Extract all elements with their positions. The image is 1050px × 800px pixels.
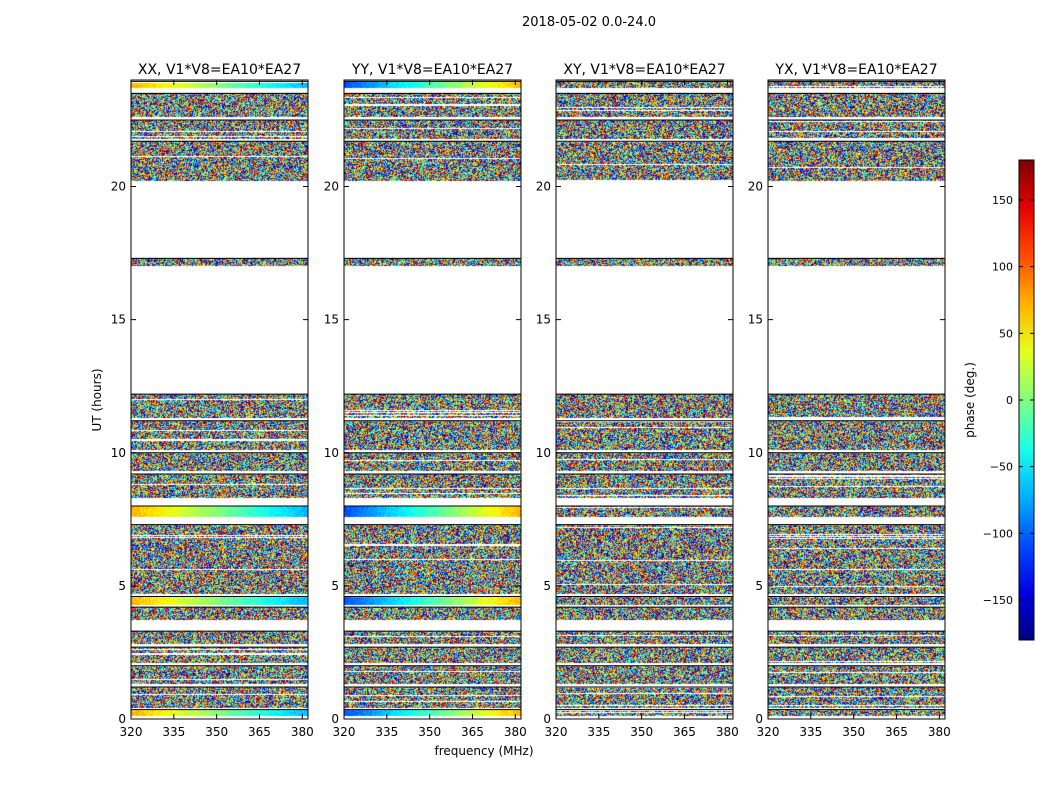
- panel-frame: [555, 79, 734, 720]
- panels: XX, V1*V8=EA10*EA27 320 335 350 365 380 0 5 10 15…: [111, 62, 951, 739]
- heatmap-yy: [344, 80, 521, 719]
- panel-title: XX, V1*V8=EA10*EA27: [138, 62, 301, 78]
- y-tick-label: 20: [111, 180, 126, 194]
- y-tick-label: 15: [111, 313, 126, 327]
- y-tick-label: 5: [755, 579, 763, 593]
- y-tick-label: 0: [755, 712, 763, 726]
- colorbar-label: phase (deg.): [963, 362, 977, 438]
- x-tick-label: 335: [799, 725, 822, 739]
- heatmap-xy: [556, 80, 733, 719]
- panel-title: YY, V1*V8=EA10*EA27: [351, 62, 513, 78]
- y-tick-label: 0: [331, 712, 339, 726]
- x-tick-label: 365: [248, 725, 271, 739]
- x-tick-label: 320: [757, 725, 780, 739]
- heatmap-yx: [768, 80, 945, 719]
- x-tick-label: 365: [885, 725, 908, 739]
- x-tick-label: 350: [842, 725, 865, 739]
- y-tick-label: 0: [543, 712, 551, 726]
- panel-frame: [343, 79, 522, 720]
- x-axis-label: frequency (MHz): [434, 744, 533, 758]
- y-tick-label: 10: [324, 446, 339, 460]
- panel-xy: XY, V1*V8=EA10*EA27 320 335 350 365 380 0 5 10 15…: [536, 62, 739, 739]
- y-tick-label: 10: [111, 446, 126, 460]
- panel-title: YX, V1*V8=EA10*EA27: [774, 62, 937, 78]
- x-tick-label: 320: [333, 725, 356, 739]
- x-tick-label: 380: [504, 725, 527, 739]
- panel-title: XY, V1*V8=EA10*EA27: [563, 62, 725, 78]
- colorbar-tick-label: 50: [999, 327, 1013, 340]
- x-tick-label: 380: [928, 725, 951, 739]
- x-tick-label: 335: [587, 725, 610, 739]
- y-tick-label: 0: [118, 712, 126, 726]
- y-tick-label: 15: [536, 313, 551, 327]
- colorbar-tick-label: −100: [983, 527, 1013, 540]
- x-tick-label: 380: [716, 725, 739, 739]
- x-tick-label: 335: [162, 725, 185, 739]
- colorbar-tick-label: 150: [992, 194, 1013, 207]
- x-tick-label: 380: [291, 725, 314, 739]
- y-tick-label: 5: [118, 579, 126, 593]
- y-tick-label: 20: [324, 180, 339, 194]
- panel-yx: YX, V1*V8=EA10*EA27 320 335 350 365 380 0 5 10 15…: [748, 62, 951, 739]
- x-tick-label: 350: [630, 725, 653, 739]
- colorbar-tick-label: 0: [1006, 394, 1013, 407]
- x-tick-label: 335: [375, 725, 398, 739]
- panel-xx: XX, V1*V8=EA10*EA27 320 335 350 365 380 0 5 10 15…: [111, 62, 314, 739]
- y-tick-label: 10: [748, 446, 763, 460]
- colorbar-tick-label: 100: [992, 261, 1013, 274]
- y-tick-label: 10: [536, 446, 551, 460]
- y-tick-label: 5: [543, 579, 551, 593]
- x-tick-label: 320: [545, 725, 568, 739]
- x-tick-label: 320: [120, 725, 143, 739]
- y-tick-label: 5: [331, 579, 339, 593]
- y-tick-label: 15: [748, 313, 763, 327]
- panel-frame: [130, 79, 309, 720]
- y-tick-label: 15: [324, 313, 339, 327]
- y-tick-label: 20: [748, 180, 763, 194]
- x-tick-label: 365: [673, 725, 696, 739]
- panel-yy: YY, V1*V8=EA10*EA27 320 335 350 365 380 0 5 10 15…: [324, 62, 527, 739]
- figure-title: 2018-05-02 0.0-24.0: [522, 15, 656, 30]
- x-tick-label: 350: [205, 725, 228, 739]
- panel-frame: [767, 79, 946, 720]
- x-tick-label: 365: [461, 725, 484, 739]
- y-axis-label: UT (hours): [90, 368, 104, 431]
- heatmap-xx: [131, 80, 308, 719]
- x-tick-label: 350: [418, 725, 441, 739]
- colorbar: −150 −100 −50 0 50 100 150: [983, 159, 1035, 641]
- y-tick-label: 20: [536, 180, 551, 194]
- colorbar-tick-label: −50: [990, 461, 1013, 474]
- colorbar-tick-label: −150: [983, 594, 1013, 607]
